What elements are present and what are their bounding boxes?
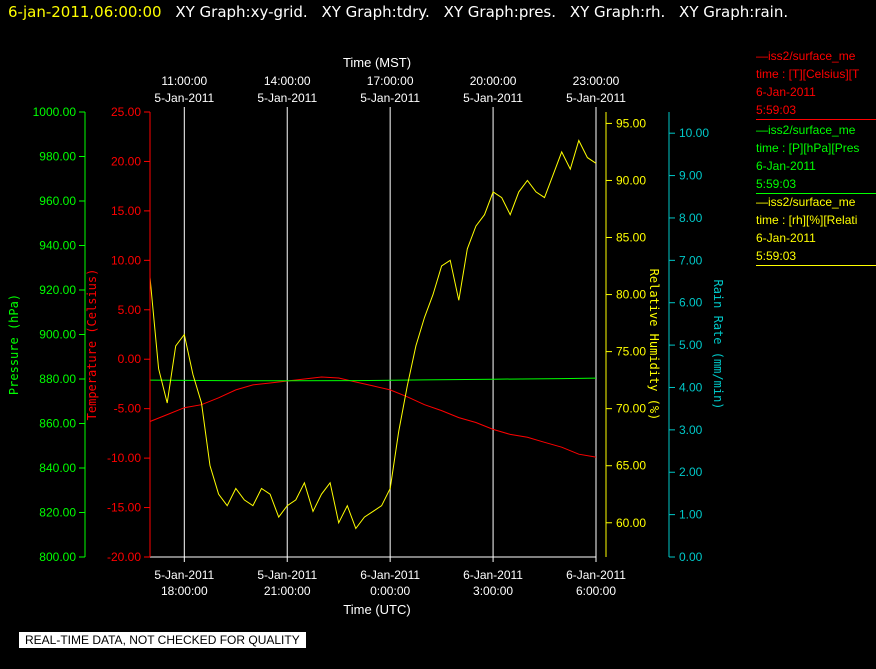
x-top-tick-label-date: 5-Jan-2011 (257, 91, 317, 105)
y-tick-label-temperature: 15.00 (111, 204, 141, 218)
x-top-tick-label-date: 5-Jan-2011 (154, 91, 214, 105)
y-tick-label-temperature: -5.00 (114, 402, 142, 416)
x-top-tick-label-date: 5-Jan-2011 (566, 91, 626, 105)
y-tick-label-pressure: 860.00 (39, 417, 76, 431)
x-tick-label-date: 6-Jan-2011 (360, 568, 420, 582)
y-tick-label-humidity: 95.00 (616, 116, 646, 130)
series-line-humidity (149, 139, 597, 530)
y-tick-label-pressure: 960.00 (39, 194, 76, 208)
x-tick-label-date: 5-Jan-2011 (154, 568, 214, 582)
y-tick-label-temperature: 20.00 (111, 154, 141, 168)
legend-time: 5:59:03 (756, 103, 797, 117)
legend-date: 6-Jan-2011 (756, 85, 816, 99)
y-axis-title-humidity: Relative Humidity (%) (647, 269, 661, 421)
y-tick-label-rain: 6.00 (679, 296, 703, 310)
y-tick-label-pressure: 840.00 (39, 461, 76, 475)
y-tick-label-humidity: 65.00 (616, 459, 646, 473)
legend-entry-humidity: —iss2/surface_me time : [rh][%][Relati 6… (756, 193, 876, 266)
y-tick-label-rain: 9.00 (679, 169, 703, 183)
y-tick-label-rain: 5.00 (679, 338, 703, 352)
legend-series-name: —iss2/surface_me (756, 123, 856, 137)
y-axis-title-pressure: Pressure (hPa) (7, 294, 21, 395)
y-tick-label-humidity: 90.00 (616, 173, 646, 187)
quality-warning-label: REAL-TIME DATA, NOT CHECKED FOR QUALITY (19, 632, 306, 648)
y-tick-label-pressure: 820.00 (39, 506, 76, 520)
y-tick-label-rain: 4.00 (679, 380, 703, 394)
x-tick-label-time: 18:00:00 (161, 584, 208, 598)
y-tick-label-pressure: 920.00 (39, 283, 76, 297)
x-tick-label-time: 3:00:00 (473, 584, 513, 598)
y-tick-label-rain: 10.00 (679, 126, 709, 140)
legend-time: 5:59:03 (756, 177, 797, 191)
legend-series-name: —iss2/surface_me (756, 49, 856, 63)
series-line-temperature (149, 376, 597, 458)
y-tick-label-rain: 2.00 (679, 465, 703, 479)
y-tick-label-pressure: 980.00 (39, 150, 76, 164)
x-axis-title-mst: Time (MST) (343, 55, 411, 70)
series-lines (149, 139, 597, 558)
x-top-tick-label-time: 14:00:00 (264, 74, 311, 88)
header-timestamp: 6-jan-2011,06:00:00 (8, 3, 162, 21)
y-tick-label-temperature: -15.00 (107, 501, 141, 515)
legend-date: 6-Jan-2011 (756, 231, 816, 245)
y-tick-label-pressure: 940.00 (39, 239, 76, 253)
y-tick-label-humidity: 70.00 (616, 402, 646, 416)
x-axis-title-utc: Time (UTC) (343, 602, 410, 617)
y-tick-label-temperature: 0.00 (118, 352, 142, 366)
legend-variable: time : [T][Celsius][T (756, 67, 860, 81)
y-tick-label-temperature: -20.00 (107, 550, 141, 564)
x-top-tick-label-date: 5-Jan-2011 (463, 91, 523, 105)
y-axis-title-rain: Rain Rate (mm/min) (711, 279, 725, 409)
legend-entry-temperature: —iss2/surface_me time : [T][Celsius][T 6… (756, 47, 876, 120)
y-tick-label-rain: 0.00 (679, 550, 703, 564)
graph-title-xy-grid: XY Graph:xy-grid. (175, 3, 308, 21)
y-tick-label-humidity: 60.00 (616, 516, 646, 530)
graph-title-pres: XY Graph:pres. (443, 3, 557, 21)
x-top-tick-label-date: 5-Jan-2011 (360, 91, 420, 105)
y-tick-label-pressure: 1000.00 (33, 105, 77, 119)
y-tick-label-rain: 3.00 (679, 423, 703, 437)
x-top-tick-label-time: 17:00:00 (367, 74, 414, 88)
x-tick-label-time: 6:00:00 (576, 584, 616, 598)
x-tick-label-date: 5-Jan-2011 (257, 568, 317, 582)
legend-variable: time : [rh][%][Relati (756, 213, 858, 227)
legend-series-name: —iss2/surface_me (756, 195, 856, 209)
y-tick-label-temperature: -10.00 (107, 451, 141, 465)
x-top-tick-label-time: 23:00:00 (573, 74, 620, 88)
y-tick-label-pressure: 880.00 (39, 372, 76, 386)
x-tick-label-date: 6-Jan-2011 (566, 568, 626, 582)
x-tick-label-date: 6-Jan-2011 (463, 568, 523, 582)
y-tick-label-humidity: 85.00 (616, 231, 646, 245)
y-tick-label-pressure: 800.00 (39, 550, 76, 564)
grid (183, 112, 597, 557)
legend-time: 5:59:03 (756, 249, 797, 263)
y-tick-label-rain: 7.00 (679, 253, 703, 267)
x-tick-label-time: 0:00:00 (370, 584, 410, 598)
legend-date: 6-Jan-2011 (756, 159, 816, 173)
y-tick-label-temperature: 10.00 (111, 253, 141, 267)
y-tick-label-temperature: 25.00 (111, 105, 141, 119)
series-line-pressure (149, 377, 597, 382)
x-tick-label-time: 21:00:00 (264, 584, 311, 598)
header-bar: 6-jan-2011,06:00:00 XY Graph:xy-grid. XY… (8, 3, 788, 21)
y-tick-label-rain: 8.00 (679, 211, 703, 225)
y-tick-label-humidity: 80.00 (616, 288, 646, 302)
legend-variable: time : [P][hPa][Pres (756, 141, 860, 155)
y-tick-label-pressure: 900.00 (39, 328, 76, 342)
x-top-tick-label-time: 11:00:00 (161, 74, 207, 88)
graph-title-rain: XY Graph:rain. (679, 3, 789, 21)
axes: 5-Jan-2011 18:00:00 5-Jan-2011 21:00:00 6-Ja… (7, 55, 725, 617)
legend-entry-pressure: —iss2/surface_me time : [P][hPa][Pres 6-… (756, 121, 876, 194)
y-tick-label-rain: 1.00 (679, 508, 703, 522)
x-top-tick-label-time: 20:00:00 (470, 74, 517, 88)
graph-title-tdry: XY Graph:tdry. (321, 3, 430, 21)
y-axis-title-temperature: Temperature (Celsius) (85, 269, 99, 421)
y-tick-label-humidity: 75.00 (616, 345, 646, 359)
y-tick-label-temperature: 5.00 (118, 303, 142, 317)
graph-title-rh: XY Graph:rh. (569, 3, 666, 21)
